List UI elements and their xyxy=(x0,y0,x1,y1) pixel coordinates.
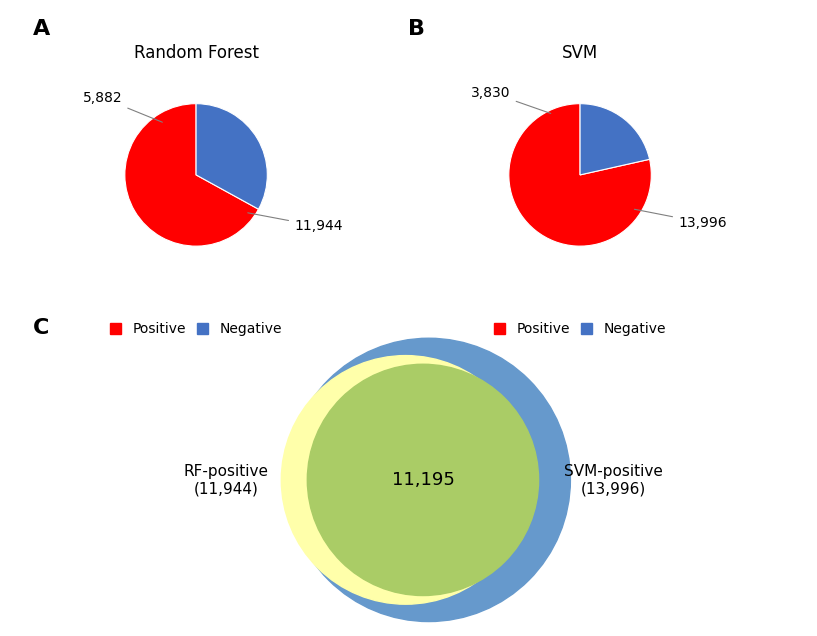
Circle shape xyxy=(307,364,538,595)
Wedge shape xyxy=(509,104,651,246)
Text: 13,996: 13,996 xyxy=(635,209,726,230)
Text: 3,830: 3,830 xyxy=(471,86,551,113)
Circle shape xyxy=(281,356,530,604)
Text: A: A xyxy=(33,19,50,39)
Text: RF-positive
(11,944): RF-positive (11,944) xyxy=(184,464,269,496)
Text: 11,195: 11,195 xyxy=(391,471,454,489)
Title: SVM: SVM xyxy=(562,44,598,62)
Circle shape xyxy=(287,338,570,621)
Text: 5,882: 5,882 xyxy=(83,91,163,122)
Title: Random Forest: Random Forest xyxy=(134,44,258,62)
Wedge shape xyxy=(125,104,258,246)
Text: C: C xyxy=(33,318,49,338)
Wedge shape xyxy=(580,104,650,175)
Legend: Positive, Negative: Positive, Negative xyxy=(105,317,288,342)
Text: SVM-positive
(13,996): SVM-positive (13,996) xyxy=(565,464,663,496)
Text: B: B xyxy=(408,19,426,39)
Wedge shape xyxy=(196,104,267,209)
Text: 11,944: 11,944 xyxy=(248,213,342,233)
Legend: Positive, Negative: Positive, Negative xyxy=(489,317,672,342)
